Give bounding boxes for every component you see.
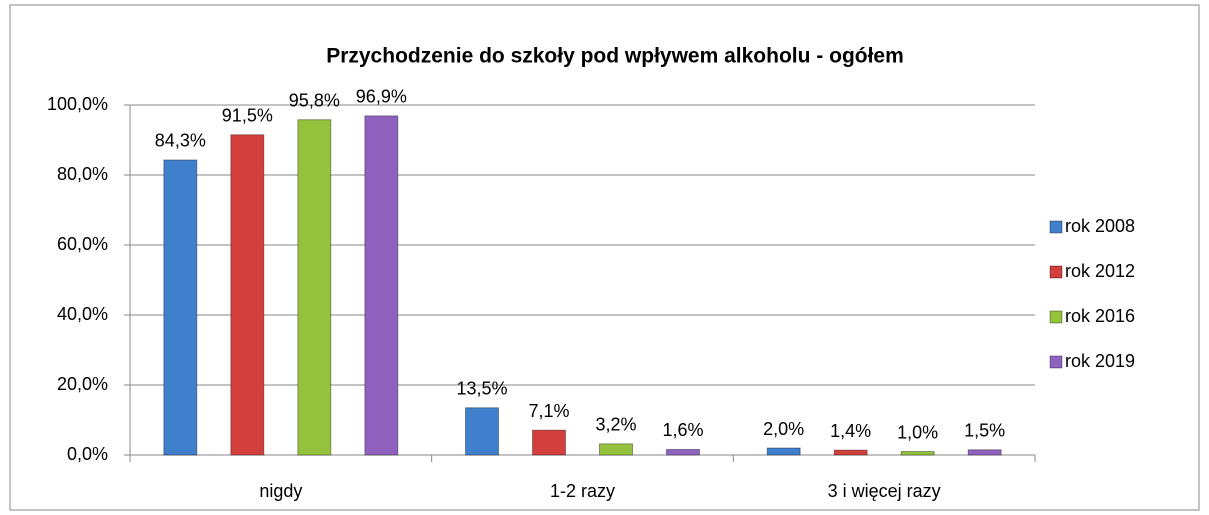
y-tick-label: 0,0% [67, 444, 108, 464]
legend-label: rok 2019 [1065, 351, 1135, 371]
data-label: 2,0% [763, 419, 804, 439]
bar [766, 447, 801, 456]
y-tick-label: 60,0% [57, 234, 108, 254]
bar [666, 448, 700, 456]
data-label: 95,8% [289, 90, 340, 110]
data-label: 1,5% [964, 421, 1005, 441]
bar [599, 443, 633, 456]
x-tick-label: nigdy [259, 481, 302, 501]
bar [163, 159, 198, 456]
legend-swatch [1049, 310, 1063, 324]
data-label: 91,5% [222, 106, 273, 126]
y-tick-label: 20,0% [57, 374, 108, 394]
bar [532, 429, 566, 456]
data-label: 1,0% [897, 422, 938, 442]
bar [465, 407, 499, 456]
data-label: 84,3% [155, 131, 206, 151]
legend-swatch [1049, 265, 1063, 279]
data-label: 96,9% [356, 87, 407, 107]
bar [297, 119, 332, 456]
legend-label: rok 2016 [1065, 306, 1135, 326]
data-label: 1,4% [830, 421, 871, 441]
chart-border [9, 4, 1200, 511]
bar [364, 115, 399, 456]
bar [967, 449, 1002, 456]
data-label: 7,1% [528, 401, 569, 421]
data-label: 1,6% [662, 420, 703, 440]
x-tick-label: 3 i więcej razy [828, 481, 941, 501]
data-label: 13,5% [456, 379, 507, 399]
bar [230, 134, 265, 456]
chart-title: Przychodzenie do szkoły pod wpływem alko… [326, 45, 904, 68]
bar [833, 449, 868, 456]
bar [900, 451, 935, 456]
legend-swatch [1049, 355, 1063, 369]
y-tick-label: 80,0% [57, 164, 108, 184]
x-tick-label: 1-2 razy [550, 481, 615, 501]
legend-label: rok 2008 [1065, 216, 1135, 236]
y-tick-label: 40,0% [57, 304, 108, 324]
y-tick-label: 100,0% [47, 94, 108, 114]
legend-label: rok 2012 [1065, 261, 1135, 281]
data-label: 3,2% [595, 415, 636, 435]
legend-swatch [1049, 220, 1063, 234]
